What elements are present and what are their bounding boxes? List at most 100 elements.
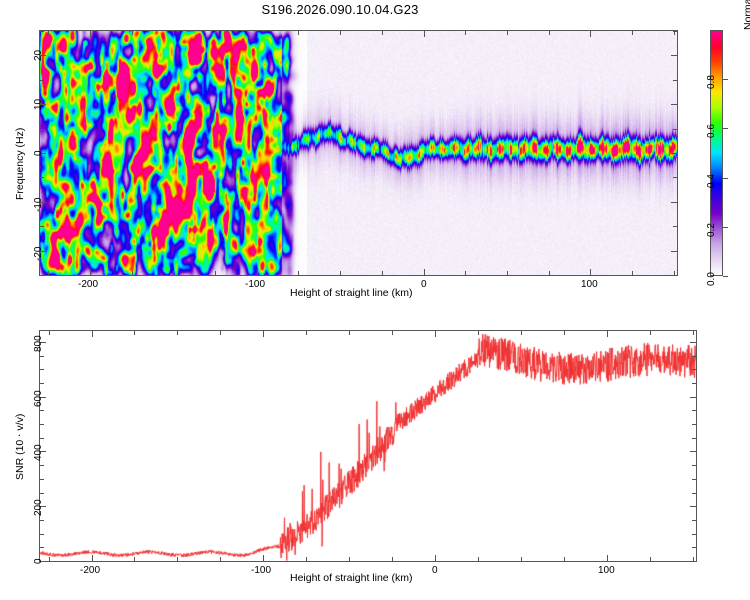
axis-tick xyxy=(590,269,591,275)
axis-tick xyxy=(392,331,393,335)
spectrogram-ytick: 20 xyxy=(33,50,44,62)
axis-tick xyxy=(40,80,44,81)
axis-tick xyxy=(650,557,651,561)
axis-tick xyxy=(40,226,44,227)
axis-tick xyxy=(40,275,44,276)
spectrogram-panel xyxy=(39,30,678,276)
axis-tick xyxy=(40,506,46,507)
axis-tick xyxy=(48,31,49,35)
axis-tick xyxy=(40,31,44,32)
axis-tick xyxy=(435,331,436,337)
axis-tick xyxy=(521,331,522,335)
axis-tick xyxy=(650,331,651,335)
colorbar-tick: 0.4 xyxy=(706,173,717,188)
axis-tick xyxy=(673,80,677,81)
axis-tick xyxy=(692,424,696,425)
axis-tick xyxy=(690,451,696,452)
axis-tick xyxy=(424,269,425,275)
axis-tick xyxy=(40,55,46,56)
axis-tick xyxy=(40,479,44,480)
axis-tick xyxy=(40,129,44,130)
axis-tick xyxy=(674,31,675,35)
axis-tick xyxy=(220,331,221,335)
spectrogram-xtick: 100 xyxy=(581,279,598,290)
axis-tick xyxy=(549,31,550,35)
axis-tick xyxy=(465,271,466,275)
axis-tick xyxy=(40,383,44,384)
axis-tick xyxy=(693,331,694,335)
axis-tick xyxy=(671,55,677,56)
axis-tick xyxy=(673,226,677,227)
axis-tick xyxy=(40,410,44,411)
axis-tick xyxy=(692,383,696,384)
snr-ytick: 800 xyxy=(33,334,44,352)
axis-tick xyxy=(507,271,508,275)
axis-tick xyxy=(215,31,216,35)
axis-tick xyxy=(564,557,565,561)
axis-tick xyxy=(132,31,133,35)
axis-tick xyxy=(40,177,44,178)
axis-tick xyxy=(693,557,694,561)
axis-tick xyxy=(40,424,44,425)
axis-tick xyxy=(306,557,307,561)
axis-tick xyxy=(263,331,264,337)
axis-tick xyxy=(723,128,728,129)
axis-tick xyxy=(690,342,696,343)
axis-tick xyxy=(382,31,383,35)
colorbar-tick: 0.0 xyxy=(706,271,717,286)
axis-tick xyxy=(92,555,93,561)
axis-tick xyxy=(692,534,696,535)
spectrogram-ytick: -10 xyxy=(33,197,44,212)
axis-tick xyxy=(40,451,46,452)
axis-tick xyxy=(40,342,46,343)
axis-tick xyxy=(132,271,133,275)
axis-tick xyxy=(263,555,264,561)
axis-tick xyxy=(521,557,522,561)
axis-tick xyxy=(306,331,307,335)
axis-tick xyxy=(49,331,50,335)
axis-tick xyxy=(673,129,677,130)
snr-plot-area xyxy=(40,331,696,561)
axis-tick xyxy=(40,153,46,154)
axis-tick xyxy=(49,557,50,561)
spectrogram-y-axis-label: Frequency (Hz) xyxy=(14,127,26,200)
axis-tick xyxy=(673,275,677,276)
axis-tick xyxy=(671,202,677,203)
axis-tick xyxy=(692,410,696,411)
axis-tick xyxy=(40,438,44,439)
colorbar-tick: 0.6 xyxy=(706,123,717,138)
axis-tick xyxy=(349,331,350,335)
axis-tick xyxy=(340,31,341,35)
axis-tick xyxy=(671,104,677,105)
axis-tick xyxy=(40,520,44,521)
axis-tick xyxy=(692,493,696,494)
axis-tick xyxy=(40,493,44,494)
axis-tick xyxy=(92,331,93,337)
axis-tick xyxy=(40,534,44,535)
axis-tick xyxy=(90,31,91,37)
snr-ytick: 200 xyxy=(33,498,44,516)
axis-tick xyxy=(607,331,608,337)
axis-tick xyxy=(424,31,425,37)
axis-tick xyxy=(40,251,46,252)
colorbar-tick: 0.2 xyxy=(706,222,717,237)
axis-tick xyxy=(40,369,44,370)
axis-tick xyxy=(673,31,677,32)
snr-ytick: 600 xyxy=(33,389,44,407)
axis-tick xyxy=(673,177,677,178)
spectrogram-xtick: -100 xyxy=(245,279,266,290)
spectrogram-ytick: -20 xyxy=(33,246,44,261)
snr-xtick: -100 xyxy=(251,565,272,576)
axis-tick xyxy=(692,356,696,357)
axis-tick xyxy=(564,331,565,335)
axis-tick xyxy=(632,31,633,35)
axis-tick xyxy=(340,271,341,275)
spectrogram-x-axis-label: Height of straight line (km) xyxy=(290,287,413,299)
axis-tick xyxy=(257,31,258,37)
axis-tick xyxy=(392,557,393,561)
axis-tick xyxy=(349,557,350,561)
axis-tick xyxy=(40,397,46,398)
colorbar-tick: 0.8 xyxy=(706,74,717,89)
snr-x-axis-label: Height of straight line (km) xyxy=(290,572,413,584)
